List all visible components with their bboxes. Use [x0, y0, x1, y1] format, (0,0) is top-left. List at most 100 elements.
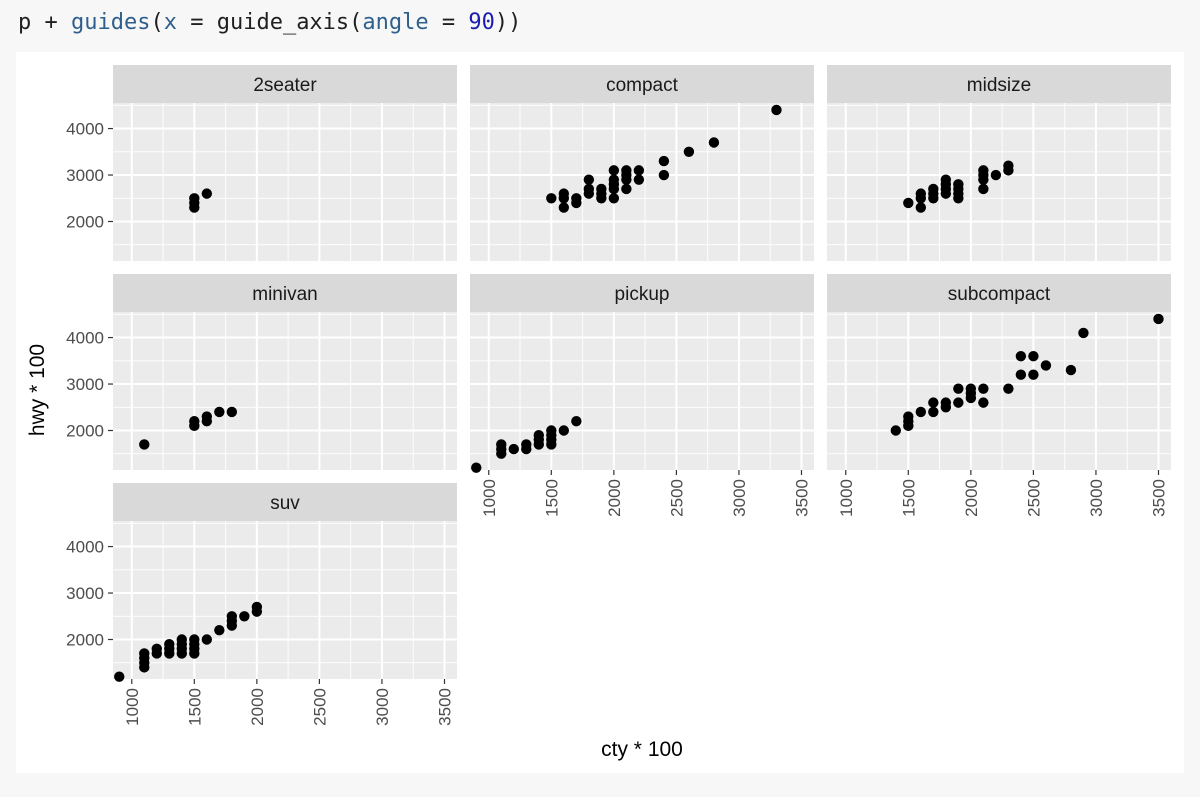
data-point	[608, 165, 620, 176]
strip-label: suv	[270, 493, 300, 514]
data-point	[558, 202, 570, 213]
x-tick-label: 3000	[373, 688, 392, 726]
data-point	[189, 416, 200, 427]
data-point	[558, 188, 570, 199]
x-tick-label: 3000	[730, 479, 749, 517]
code-token: =	[428, 10, 469, 35]
data-point	[226, 406, 238, 418]
x-tick-label: 1500	[899, 479, 918, 517]
strip-background	[827, 65, 1171, 103]
data-point	[953, 179, 964, 190]
y-tick-label: 4000	[66, 538, 104, 557]
strip-label: subcompact	[948, 284, 1051, 305]
data-point	[214, 625, 225, 636]
strip-background	[470, 65, 814, 103]
data-point	[583, 183, 595, 195]
data-point	[633, 174, 645, 185]
data-point	[978, 165, 989, 176]
data-point	[633, 165, 645, 176]
data-point	[471, 462, 482, 473]
code-token: ))	[494, 10, 522, 35]
data-point	[1015, 369, 1027, 380]
x-tick-label: 1000	[123, 688, 142, 726]
data-point	[683, 146, 695, 157]
data-point	[571, 193, 582, 204]
code-token: 90	[468, 10, 495, 35]
y-tick-label: 3000	[66, 584, 104, 603]
data-point	[1003, 160, 1014, 171]
data-point	[708, 137, 720, 148]
data-point	[201, 188, 213, 199]
facet-panel-compact: compact	[470, 65, 814, 261]
x-tick-label: 3500	[1149, 479, 1168, 517]
x-tick-label: 2000	[605, 479, 624, 517]
data-point	[558, 425, 570, 436]
data-point	[771, 104, 782, 116]
data-point	[978, 383, 989, 394]
y-axis-title: hwy * 100	[26, 344, 49, 436]
data-point	[608, 193, 620, 204]
plot-card: 2seater 2000 3000 4000 compact midsize minivan…	[16, 52, 1184, 773]
data-point	[214, 406, 225, 418]
data-point	[571, 416, 582, 427]
x-tick-label: 3000	[1087, 479, 1106, 517]
data-point	[953, 383, 964, 394]
data-point	[151, 643, 162, 654]
data-point	[176, 634, 187, 645]
facet-panel-pickup: pickup 1000 1500 2000 2500 3000 3500	[470, 274, 814, 517]
data-point	[890, 425, 901, 436]
panel-background	[113, 103, 457, 261]
data-point	[1028, 350, 1039, 362]
data-point	[226, 611, 238, 622]
data-point	[658, 155, 670, 167]
data-point	[915, 202, 927, 213]
y-tick-label: 2000	[66, 422, 104, 441]
x-tick-label: 2500	[667, 479, 686, 517]
x-tick-label: 3500	[792, 479, 811, 517]
code-token: p +	[18, 10, 71, 35]
faceted-scatter-plot: 2seater 2000 3000 4000 compact midsize minivan…	[26, 65, 1171, 761]
strip-background	[470, 274, 814, 312]
y-tick-label: 3000	[66, 166, 104, 185]
data-point	[990, 169, 1002, 181]
data-point	[928, 183, 939, 195]
strip-background	[827, 274, 1171, 312]
data-point	[1078, 327, 1089, 339]
data-point	[114, 671, 125, 682]
data-point	[251, 601, 263, 613]
x-tick-label: 2000	[962, 479, 981, 517]
x-tick-label: 2500	[310, 688, 329, 726]
data-point	[508, 443, 519, 455]
strip-label: minivan	[252, 284, 317, 305]
panel-background	[113, 312, 457, 470]
facet-panel-2seater: 2seater 2000 3000 4000	[66, 65, 457, 261]
data-point	[903, 411, 914, 422]
facet-panel-subcompact: subcompact 1000 1500 2000 2500 3000 3500	[827, 274, 1171, 517]
x-tick-label: 2500	[1024, 479, 1043, 517]
strip-label: compact	[606, 75, 679, 96]
strip-background	[113, 274, 457, 312]
code-token: angle	[362, 10, 429, 35]
data-point	[239, 611, 250, 622]
y-tick-label: 3000	[66, 375, 104, 394]
data-point	[940, 174, 952, 185]
x-tick-label: 2000	[248, 688, 267, 726]
data-point	[583, 174, 595, 185]
code-token: guide_axis	[216, 10, 350, 35]
data-point	[164, 638, 175, 650]
data-point	[201, 411, 213, 422]
data-point	[1065, 364, 1077, 376]
y-tick-label: 4000	[66, 120, 104, 139]
data-point	[1040, 360, 1052, 371]
code-token: guides	[70, 10, 151, 35]
data-point	[546, 425, 557, 436]
data-point	[953, 397, 964, 408]
data-point	[496, 439, 507, 450]
data-point	[978, 397, 989, 408]
data-point	[978, 183, 989, 195]
data-point	[596, 183, 607, 195]
data-point	[1028, 369, 1039, 380]
strip-label: 2seater	[253, 75, 317, 96]
data-point	[521, 439, 532, 450]
y-tick-label: 4000	[66, 329, 104, 348]
